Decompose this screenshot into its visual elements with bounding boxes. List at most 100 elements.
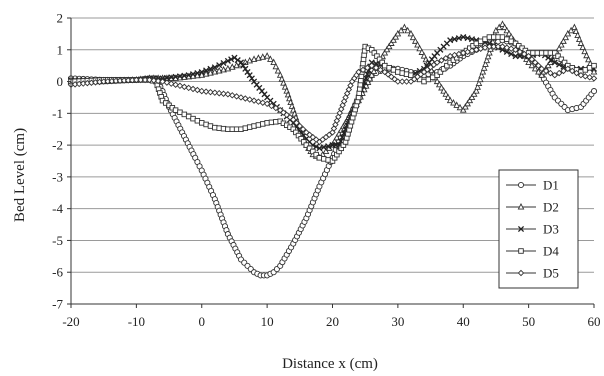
data-point <box>414 41 421 48</box>
data-point <box>364 64 371 72</box>
x-tick-label: 20 <box>326 314 339 329</box>
data-point <box>480 64 488 71</box>
data-point <box>211 68 219 75</box>
data-point <box>590 75 598 82</box>
legend-label: D4 <box>543 244 559 259</box>
legend-marker <box>517 203 525 210</box>
data-point <box>591 62 597 69</box>
data-point <box>296 122 304 130</box>
data-point <box>220 90 227 97</box>
data-point <box>453 101 461 108</box>
data-point <box>483 56 491 64</box>
data-point <box>508 50 515 58</box>
legend-label: D2 <box>543 200 559 215</box>
data-point <box>442 90 450 97</box>
data-point <box>185 84 192 92</box>
data-point <box>303 129 310 136</box>
y-tick-label: 1 <box>57 42 64 57</box>
data-point <box>555 44 563 52</box>
data-point <box>189 85 197 93</box>
data-point <box>398 78 406 85</box>
legend-marker <box>517 225 525 233</box>
data-point <box>581 47 588 55</box>
data-point <box>577 71 585 79</box>
legend-marker <box>517 269 525 277</box>
data-point <box>460 34 467 41</box>
data-point <box>525 52 532 60</box>
data-point <box>322 147 330 154</box>
data-point <box>137 76 144 84</box>
data-point <box>486 43 493 50</box>
data-point <box>163 79 171 86</box>
data-point <box>478 71 485 79</box>
data-point <box>355 68 362 76</box>
data-point <box>202 70 210 77</box>
data-point <box>394 29 402 37</box>
data-point <box>246 72 253 79</box>
data-point <box>404 26 412 34</box>
data-point <box>335 113 342 121</box>
series-d5 <box>67 43 598 146</box>
data-point <box>272 62 280 70</box>
y-tick-label: -4 <box>52 201 63 216</box>
x-tick-label: 60 <box>588 314 601 329</box>
data-point <box>528 56 536 63</box>
data-point <box>535 68 542 75</box>
data-point <box>451 36 458 43</box>
legend-marker <box>517 181 525 189</box>
data-point <box>544 61 552 69</box>
data-point <box>516 48 524 56</box>
data-point <box>590 88 598 95</box>
data-point <box>466 96 474 104</box>
data-point <box>198 71 206 78</box>
data-point <box>479 68 487 75</box>
data-point <box>442 55 450 62</box>
data-point <box>455 35 462 42</box>
data-point <box>551 59 558 66</box>
data-point <box>416 44 424 52</box>
data-point <box>531 59 539 66</box>
data-point <box>368 62 375 69</box>
data-point <box>224 57 231 64</box>
data-point <box>482 60 489 67</box>
data-point <box>320 144 327 151</box>
data-point <box>573 69 580 77</box>
data-point <box>409 33 417 41</box>
data-point <box>189 71 197 78</box>
data-point <box>505 29 513 37</box>
data-point <box>440 66 447 72</box>
y-axis-title: Bed Level (cm) <box>12 128 28 222</box>
data-point <box>159 78 166 85</box>
data-point <box>168 80 175 87</box>
data-point <box>495 23 503 31</box>
data-point <box>561 59 568 66</box>
data-point <box>362 74 369 82</box>
data-point <box>215 66 223 74</box>
data-point <box>494 43 502 50</box>
data-point <box>215 89 223 97</box>
data-point <box>385 42 393 50</box>
data-point <box>446 96 454 104</box>
y-tick-label: -3 <box>52 169 63 184</box>
data-point <box>558 56 565 63</box>
data-point <box>560 37 567 44</box>
data-point <box>381 48 389 56</box>
data-point <box>237 59 245 66</box>
data-point <box>172 81 179 88</box>
data-point <box>336 109 344 117</box>
data-point <box>306 131 313 139</box>
tick-labels: 210-1-2-3-4-5-6-7-20 -10 0 10 20 30 40 50 60 <box>52 11 600 330</box>
data-point <box>181 83 188 91</box>
data-point <box>503 48 510 55</box>
data-point <box>555 53 561 59</box>
data-point <box>456 103 464 111</box>
data-point <box>567 26 575 34</box>
data-point <box>538 65 545 73</box>
legend-marker <box>518 248 524 254</box>
data-point <box>499 20 506 27</box>
data-point <box>237 94 245 101</box>
data-point <box>381 68 389 76</box>
data-point <box>255 54 262 61</box>
data-point <box>250 55 258 62</box>
data-point <box>437 69 444 75</box>
